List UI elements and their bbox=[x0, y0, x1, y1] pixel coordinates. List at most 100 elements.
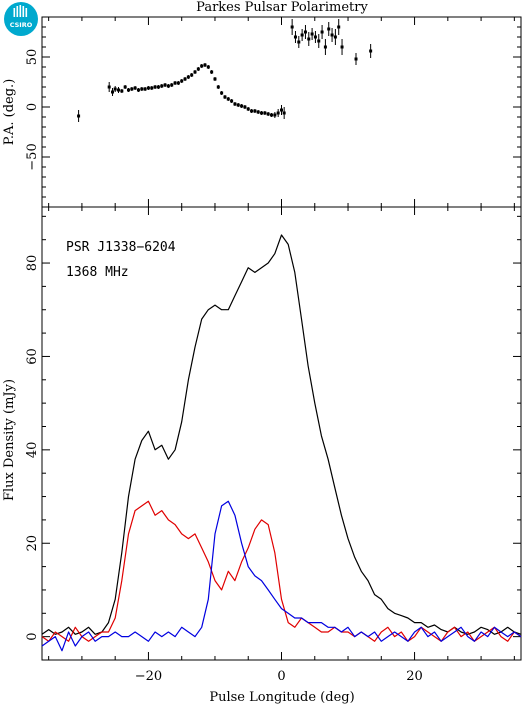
profile-x-tick-label: 20 bbox=[406, 669, 423, 684]
pa-point bbox=[240, 104, 244, 108]
pa-point bbox=[243, 105, 247, 109]
pa-point bbox=[330, 28, 334, 42]
pa-point bbox=[236, 103, 240, 107]
pa-data-points bbox=[77, 19, 373, 122]
pa-point bbox=[117, 87, 121, 93]
pa-point bbox=[133, 86, 137, 90]
profile-y-tick-label: 80 bbox=[25, 255, 40, 272]
pa-point bbox=[190, 73, 194, 77]
csiro-logo-icon bbox=[4, 2, 38, 36]
pa-point bbox=[320, 25, 324, 39]
pa-point bbox=[113, 86, 117, 92]
pa-point bbox=[123, 85, 127, 89]
pa-point bbox=[340, 39, 344, 55]
pa-point bbox=[226, 97, 230, 101]
profile-y-axis-label: Flux Density (mJy) bbox=[2, 379, 17, 501]
pa-point bbox=[206, 65, 210, 69]
pa-point bbox=[266, 112, 270, 116]
pa-point bbox=[293, 31, 297, 43]
pa-point bbox=[203, 63, 207, 67]
pa-point bbox=[270, 113, 274, 117]
pa-point bbox=[156, 85, 160, 89]
pa-axis-ticks: −50 0 50 bbox=[25, 17, 521, 207]
pa-point bbox=[256, 110, 260, 114]
pa-point bbox=[120, 89, 124, 93]
pa-point bbox=[77, 110, 81, 122]
pa-point bbox=[263, 111, 267, 115]
pa-point bbox=[280, 105, 283, 115]
profile-y-tick-label: 60 bbox=[25, 348, 40, 365]
pa-point bbox=[290, 19, 294, 35]
pa-point bbox=[276, 109, 280, 117]
pa-point bbox=[136, 88, 140, 92]
pa-point bbox=[186, 75, 190, 79]
pa-point bbox=[323, 39, 327, 55]
pa-point bbox=[220, 91, 224, 95]
pa-point bbox=[140, 87, 144, 91]
profile-axis-ticks: 0 20 40 60 80 −20 0 20 bbox=[25, 207, 521, 684]
pa-point bbox=[327, 22, 331, 36]
pa-point bbox=[170, 83, 174, 87]
pa-point bbox=[153, 85, 157, 89]
pa-point bbox=[143, 87, 147, 91]
pa-point bbox=[303, 25, 307, 39]
pa-point bbox=[196, 67, 200, 71]
pa-point bbox=[233, 102, 237, 106]
total-intensity-line bbox=[41, 234, 522, 635]
linear-intensity-line bbox=[41, 500, 522, 642]
pa-y-tick-label: 0 bbox=[25, 103, 40, 111]
pa-point bbox=[317, 34, 321, 48]
pa-point bbox=[130, 87, 134, 91]
profile-series-lines bbox=[41, 234, 522, 652]
pa-point bbox=[250, 109, 254, 113]
pa-y-tick-label: −50 bbox=[25, 143, 40, 170]
pa-point bbox=[150, 86, 154, 90]
pa-point bbox=[160, 84, 164, 88]
pulsar-name-label: PSR J1338−6204 bbox=[66, 240, 176, 255]
circular-intensity-line bbox=[41, 500, 522, 652]
pa-point bbox=[230, 99, 234, 103]
pa-point bbox=[107, 82, 111, 92]
pa-point bbox=[223, 95, 227, 99]
pa-point bbox=[253, 109, 257, 113]
pa-point bbox=[126, 88, 130, 92]
pa-point bbox=[163, 83, 167, 87]
profile-x-tick-label: −20 bbox=[135, 669, 162, 684]
pa-point bbox=[300, 29, 304, 41]
pa-point bbox=[173, 81, 177, 85]
pa-point bbox=[307, 32, 311, 46]
csiro-logo: CSIRO bbox=[4, 2, 38, 36]
pa-y-axis-label: P.A. (deg.) bbox=[2, 79, 17, 146]
pa-point bbox=[183, 77, 187, 81]
pa-point bbox=[213, 77, 217, 81]
pa-point bbox=[200, 64, 204, 68]
pa-point bbox=[180, 79, 184, 83]
pa-point bbox=[246, 107, 250, 111]
pa-point bbox=[310, 28, 314, 40]
pa-point bbox=[333, 29, 337, 45]
pa-point bbox=[146, 86, 150, 90]
profile-y-tick-label: 20 bbox=[25, 535, 40, 552]
chart-title: Parkes Pulsar Polarimetry bbox=[196, 0, 368, 15]
pa-point bbox=[210, 70, 214, 74]
pa-point bbox=[297, 36, 301, 48]
pa-point bbox=[273, 112, 277, 118]
pa-point bbox=[111, 88, 115, 96]
frequency-label: 1368 MHz bbox=[66, 265, 129, 280]
pa-point bbox=[176, 81, 180, 85]
profile-y-tick-label: 0 bbox=[25, 633, 40, 641]
profile-y-tick-label: 40 bbox=[25, 442, 40, 459]
profile-x-tick-label: 0 bbox=[277, 669, 285, 684]
pa-point bbox=[337, 19, 341, 35]
pa-point bbox=[354, 53, 358, 65]
pa-point bbox=[282, 107, 286, 119]
pa-point bbox=[216, 85, 220, 89]
csiro-logo-text: CSIRO bbox=[10, 21, 33, 29]
pa-point bbox=[313, 31, 317, 43]
pa-point bbox=[193, 70, 197, 74]
pa-point bbox=[166, 84, 170, 88]
pa-point bbox=[369, 44, 373, 58]
pa-point bbox=[260, 111, 264, 115]
pa-y-tick-label: 50 bbox=[25, 49, 40, 66]
